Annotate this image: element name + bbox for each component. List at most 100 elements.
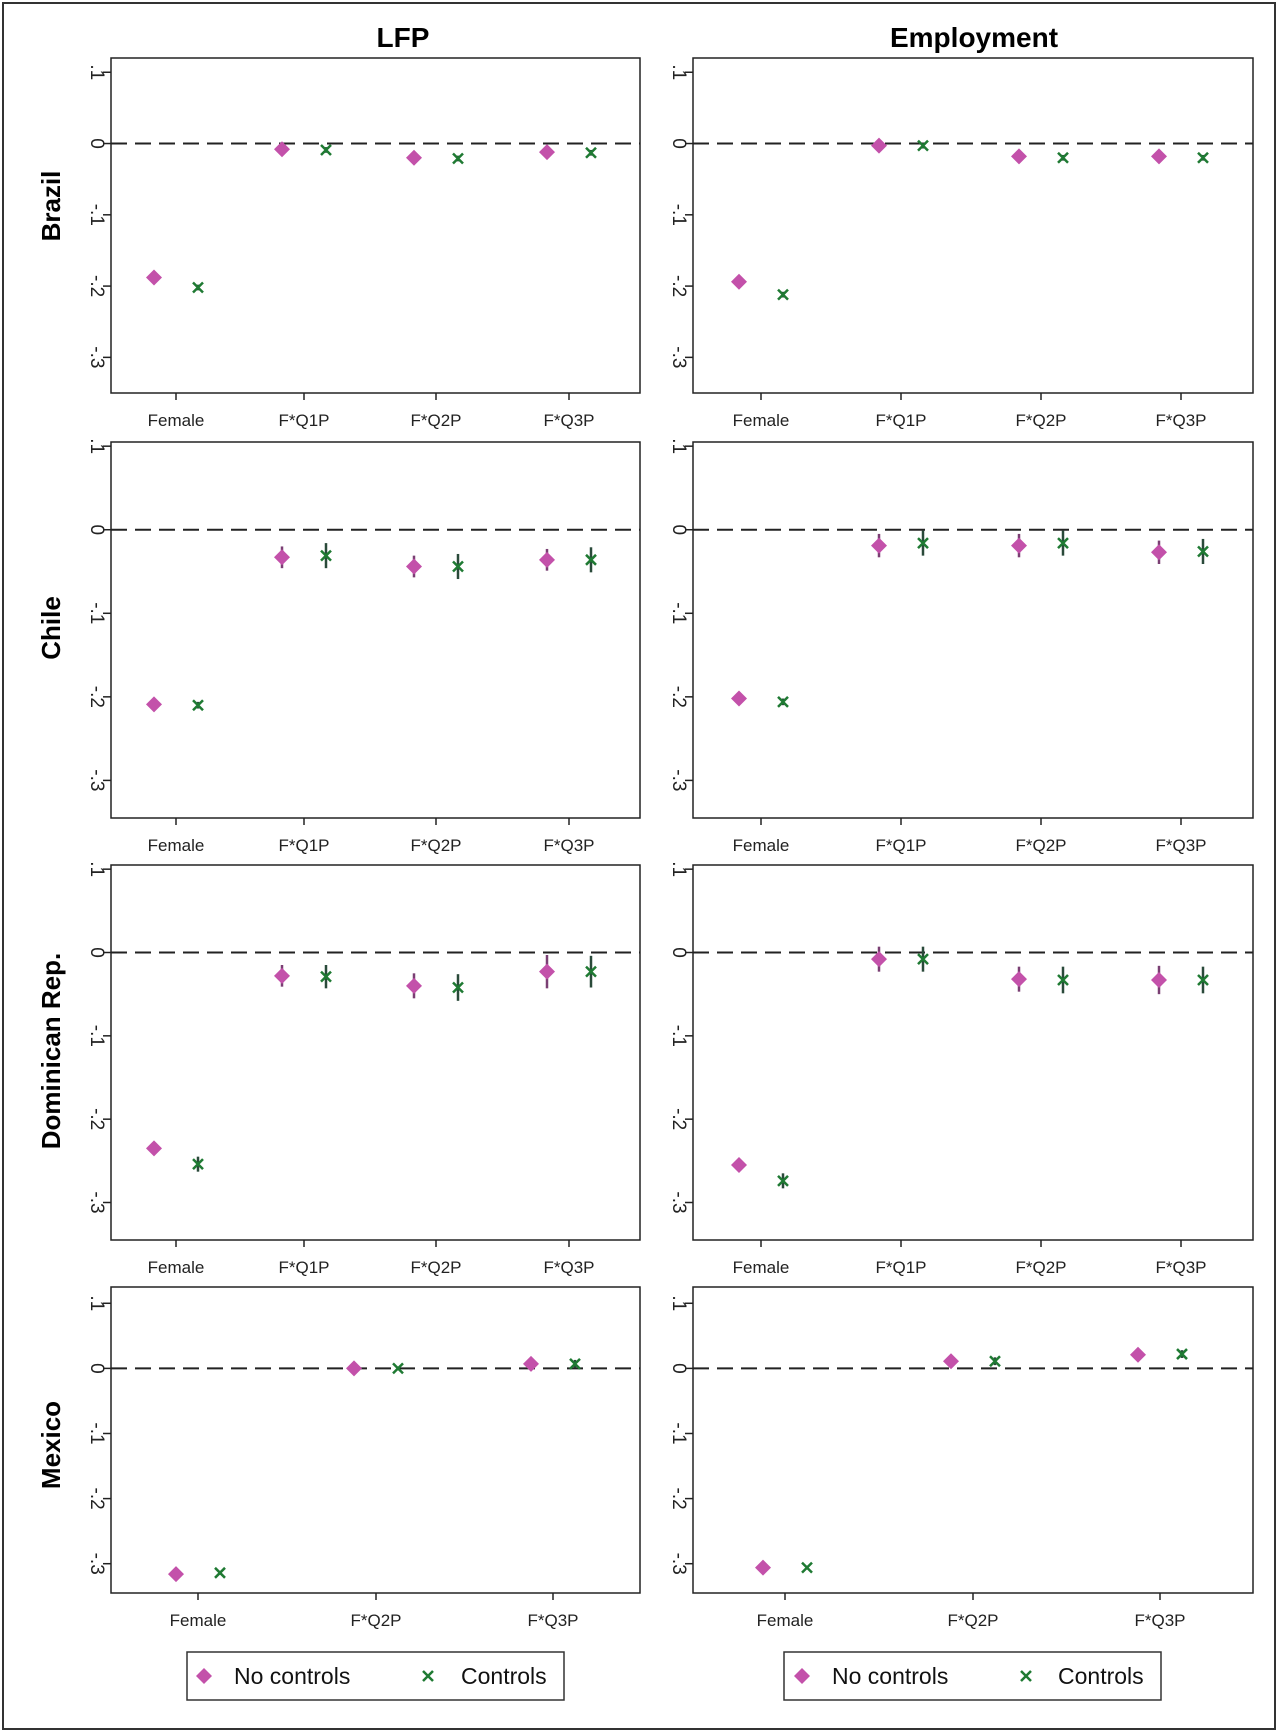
plot-area [110,57,641,394]
legend-no-controls-label: No controls [832,1663,948,1689]
y-tick-label: .1 [86,1295,107,1311]
point-no-controls [871,137,887,154]
x-tick-label: F*Q2P [410,836,461,855]
legend-no-controls-label: No controls [234,1663,350,1689]
point-no-controls [146,696,162,713]
point-no-controls [539,144,555,161]
x-tick-label: Female [733,1258,790,1277]
column-title-lfp: LFP [377,22,430,53]
point-no-controls [871,951,887,968]
y-tick-label: -.1 [668,204,689,226]
x-tick-label: F*Q3P [1155,411,1206,430]
point-no-controls [1011,971,1027,988]
y-tick-label: -.3 [668,1553,689,1575]
y-tick-label: -.2 [668,1488,689,1510]
x-tick-label: F*Q3P [527,1611,578,1630]
point-controls [777,288,789,301]
y-tick-label: -.3 [86,346,107,368]
plot-area [692,57,1254,394]
y-tick-label: -.1 [86,1025,107,1047]
legend-lfp: No controls Controls [186,1651,565,1701]
point-controls [192,281,204,294]
y-tick-label: .1 [86,861,107,877]
y-tick-label: 0 [668,947,689,958]
panel: .1 0 -.1 -.2 -.3 Female F*Q1P F*Q2P F*Q3P [668,861,1254,1277]
point-controls [392,1362,404,1375]
y-tick-label: -.3 [668,1191,689,1213]
point-controls [320,549,332,562]
point-controls [1176,1348,1188,1360]
point-no-controls [731,1157,747,1173]
point-controls [989,1355,1001,1368]
x-tick-label: F*Q1P [875,836,926,855]
panel: .1 0 -.1 -.2 -.3 Female F*Q1P F*Q2P F*Q3P [86,57,641,430]
x-tick-label: F*Q3P [543,1258,594,1277]
point-controls [917,537,929,549]
panels-group: .1 0 -.1 -.2 -.3 Female F*Q1P F*Q2P F*Q3P .1 0 -.1 -… [86,57,1254,1630]
point-controls [320,970,332,983]
y-tick-label: -.3 [86,1553,107,1575]
x-tick-label: Female [733,411,790,430]
x-tick-label: F*Q1P [875,411,926,430]
point-controls [1057,537,1069,549]
x-tick-label: F*Q2P [1015,411,1066,430]
point-no-controls [1151,148,1167,165]
y-tick-label: -.1 [668,602,689,624]
point-no-controls [539,963,555,980]
x-tick-label: Female [148,836,205,855]
point-controls [777,695,789,708]
y-tick-label: .1 [668,438,689,454]
legend-controls-label: Controls [1058,1663,1144,1689]
plot-area [692,864,1254,1241]
x-tick-label: Female [733,836,790,855]
legend-no-controls-marker [196,1668,212,1684]
plot-area [692,441,1254,819]
point-no-controls [943,1353,959,1370]
plot-area [110,864,641,1241]
y-tick-label: 0 [86,947,107,958]
point-controls [585,965,597,978]
point-controls [192,699,204,712]
point-no-controls [146,1140,162,1157]
point-controls [1057,151,1069,164]
point-controls [801,1561,813,1574]
point-no-controls [1011,148,1027,165]
x-tick-label: F*Q1P [278,836,329,855]
x-tick-label: Female [170,1611,227,1630]
x-tick-label: F*Q1P [875,1258,926,1277]
y-tick-label: -.3 [86,769,107,791]
x-tick-label: F*Q3P [1134,1611,1185,1630]
legend-controls-marker [1020,1670,1032,1682]
x-tick-label: F*Q3P [543,836,594,855]
point-controls [917,139,929,152]
y-tick-label: -.3 [668,769,689,791]
panel: .1 0 -.1 -.2 -.3 Female F*Q1P F*Q2P F*Q3P [668,57,1254,430]
point-no-controls [539,551,555,568]
row-title-chile: Chile [36,596,66,660]
legend-controls-marker [422,1670,434,1682]
row-title-mexico: Mexico [36,1401,66,1489]
point-no-controls [406,558,422,575]
y-tick-label: -.1 [668,1025,689,1047]
y-tick-label: -.2 [86,1488,107,1510]
row-title-dominican-rep: Dominican Rep. [36,953,66,1149]
y-tick-label: 0 [668,524,689,535]
y-tick-label: -.3 [668,346,689,368]
y-tick-label: -.2 [86,1108,107,1130]
y-tick-label: -.1 [86,602,107,624]
point-controls [452,152,464,165]
legend-no-controls-marker [794,1668,810,1684]
point-no-controls [523,1355,539,1372]
y-tick-label: .1 [86,438,107,454]
point-no-controls [406,977,422,994]
y-tick-label: .1 [86,64,107,80]
point-controls [585,146,597,159]
point-no-controls [168,1566,184,1583]
x-tick-label: F*Q1P [278,411,329,430]
plot-area [110,441,641,819]
y-tick-label: 0 [86,1363,107,1374]
point-no-controls [731,273,747,290]
plot-area [692,1286,1254,1594]
